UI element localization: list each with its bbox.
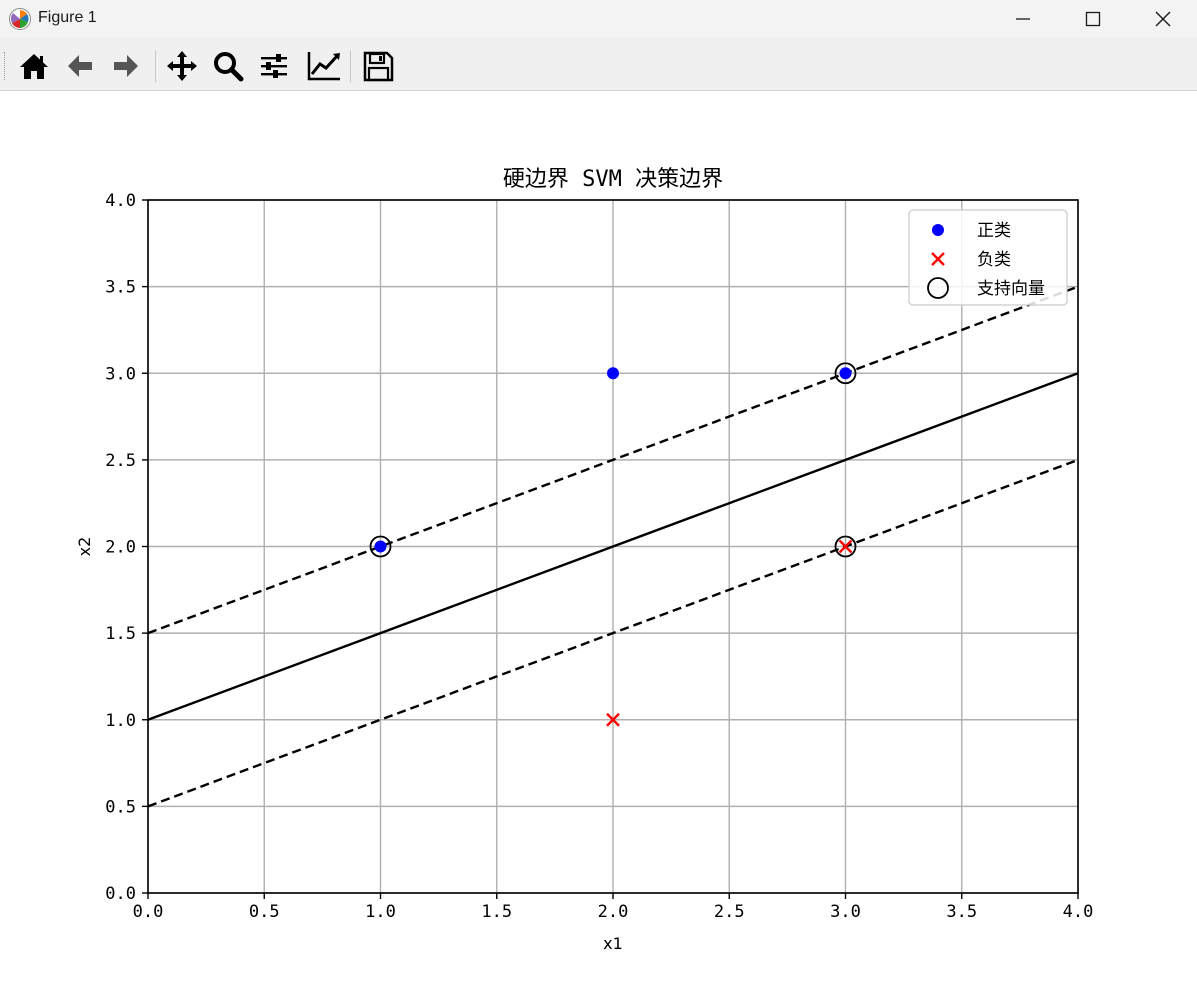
legend-marker xyxy=(932,224,944,236)
toolbar-separator xyxy=(350,50,351,82)
arrow-left-icon xyxy=(68,55,92,77)
matplotlib-logo-icon xyxy=(9,8,31,30)
decision-boundary-line xyxy=(147,372,1079,721)
data-point xyxy=(607,367,619,380)
x-tick-label: 2.5 xyxy=(714,902,745,922)
maximize-button[interactable] xyxy=(1070,0,1116,38)
x-tick-label: 0.5 xyxy=(249,902,280,922)
magnifier-icon xyxy=(214,52,244,82)
save-button[interactable] xyxy=(358,46,398,86)
sliders-icon xyxy=(261,54,287,78)
window-titlebar: Figure 1 xyxy=(0,0,1197,38)
y-tick-label: 0.0 xyxy=(105,884,136,904)
y-tick-label: 1.5 xyxy=(105,624,136,644)
window-title: Figure 1 xyxy=(38,9,97,26)
legend-marker xyxy=(931,252,945,266)
y-tick-label: 3.0 xyxy=(105,364,136,384)
legend-marker xyxy=(927,277,949,299)
x-tick-label: 4.0 xyxy=(1063,902,1094,922)
close-icon xyxy=(1155,11,1171,27)
legend-label: 正类 xyxy=(977,221,1011,241)
x-axis-label: x1 xyxy=(603,934,623,953)
x-tick-label: 0.0 xyxy=(133,902,164,922)
legend-box xyxy=(908,209,1068,306)
line-chart-icon xyxy=(307,52,340,81)
minimize-button[interactable] xyxy=(1000,0,1046,38)
figure-canvas[interactable]: 0.0 0.5 1.0 1.5 2.0 2.5 3.0 3.5 4.0 0.0 0.5 1.0 1.5 2… xyxy=(0,91,1197,988)
y-tick-label: 1.0 xyxy=(105,711,136,731)
zoom-button[interactable] xyxy=(208,46,248,86)
legend-label: 支持向量 xyxy=(977,279,1045,299)
lower-margin-line xyxy=(147,458,1079,808)
floppy-disk-icon xyxy=(363,51,394,82)
data-point xyxy=(374,540,387,553)
move-icon xyxy=(167,51,197,81)
data-point xyxy=(606,712,620,727)
edit-axis-button[interactable] xyxy=(302,46,342,86)
y-tick-label: 2.5 xyxy=(105,451,136,471)
boundary-lines xyxy=(147,285,1079,808)
maximize-icon xyxy=(1085,11,1101,27)
chart-title: 硬边界 SVM 决策边界 xyxy=(503,167,723,192)
home-button[interactable] xyxy=(14,46,54,86)
upper-margin-line xyxy=(147,285,1079,635)
data-markers xyxy=(369,362,857,727)
x-tick-label: 2.0 xyxy=(598,902,629,922)
minimize-icon xyxy=(1016,18,1030,20)
y-tick-label: 4.0 xyxy=(105,191,136,211)
x-tick-label: 1.5 xyxy=(481,902,512,922)
data-point xyxy=(838,539,853,554)
x-tick-label: 3.5 xyxy=(946,902,977,922)
home-icon xyxy=(20,54,48,79)
configure-subplots-button[interactable] xyxy=(254,46,294,86)
data-point xyxy=(834,362,857,385)
data-point xyxy=(834,535,857,558)
pan-button[interactable] xyxy=(162,46,202,86)
data-point xyxy=(839,367,852,380)
x-tick-label: 1.0 xyxy=(365,902,396,922)
legend-label: 负类 xyxy=(977,250,1011,270)
toolbar-grip[interactable] xyxy=(4,52,8,80)
scatter-chart: 0.0 0.5 1.0 1.5 2.0 2.5 3.0 3.5 4.0 0.0 0.5 1.0 1.5 2… xyxy=(75,167,1093,953)
x-marker-stroke xyxy=(838,539,853,554)
y-axis-label: x2 xyxy=(75,537,94,557)
y-tick-label: 2.0 xyxy=(105,538,136,558)
y-tick-label: 0.5 xyxy=(105,797,136,817)
arrow-right-icon xyxy=(114,55,138,77)
navigation-toolbar xyxy=(0,38,1197,91)
toolbar-separator xyxy=(155,50,156,82)
back-button[interactable] xyxy=(60,46,100,86)
forward-button[interactable] xyxy=(106,46,146,86)
close-button[interactable] xyxy=(1140,0,1186,38)
y-tick-label: 3.5 xyxy=(105,278,136,298)
axis-ticks: 0.0 0.5 1.0 1.5 2.0 2.5 3.0 3.5 4.0 0.0 0.5 1.0 1.5 2… xyxy=(105,191,1093,922)
data-point xyxy=(369,535,392,558)
x-tick-label: 3.0 xyxy=(830,902,861,922)
x-marker-stroke xyxy=(931,252,945,266)
x-marker-stroke xyxy=(606,712,620,727)
